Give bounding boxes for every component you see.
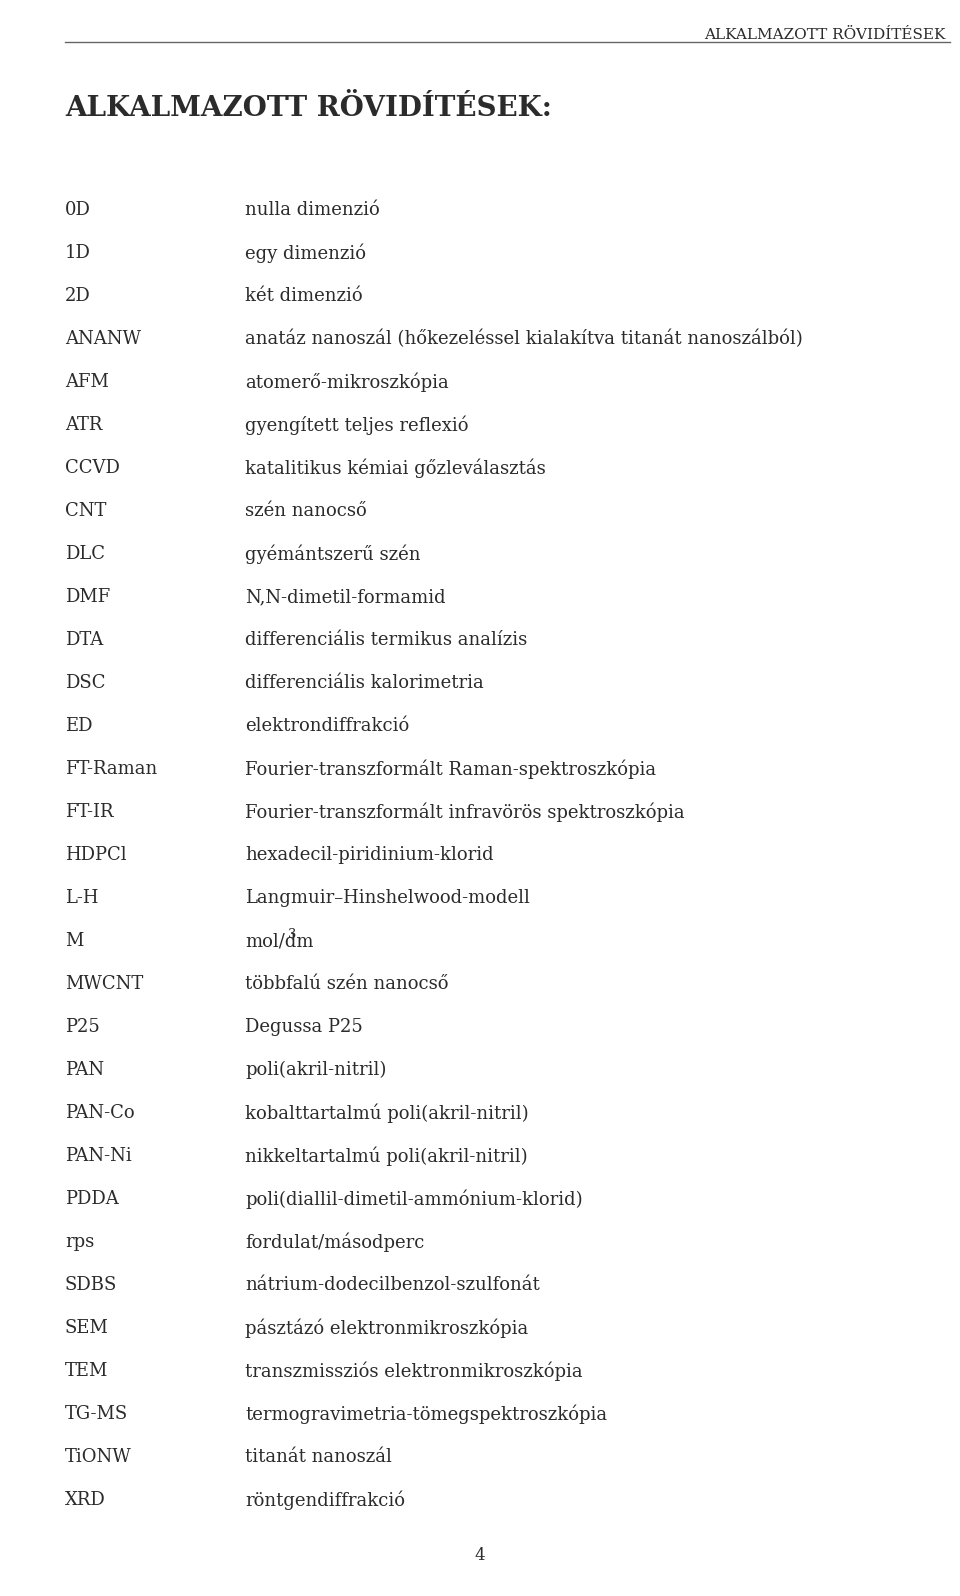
Text: SDBS: SDBS: [65, 1275, 117, 1294]
Text: 0D: 0D: [65, 201, 91, 219]
Text: TiONW: TiONW: [65, 1448, 132, 1467]
Text: TG-MS: TG-MS: [65, 1404, 129, 1424]
Text: poli(akril-nitril): poli(akril-nitril): [245, 1061, 386, 1079]
Text: 1D: 1D: [65, 244, 91, 262]
Text: SEM: SEM: [65, 1318, 108, 1337]
Text: termogravimetria-tömegspektroszkópia: termogravimetria-tömegspektroszkópia: [245, 1404, 607, 1424]
Text: differenciális termikus analízis: differenciális termikus analízis: [245, 630, 527, 650]
Text: TEM: TEM: [65, 1361, 108, 1381]
Text: egy dimenzió: egy dimenzió: [245, 243, 366, 263]
Text: 4: 4: [474, 1547, 486, 1564]
Text: mol/dm: mol/dm: [245, 932, 314, 950]
Text: ATR: ATR: [65, 417, 103, 434]
Text: 2D: 2D: [65, 287, 91, 305]
Text: szén nanocső: szén nanocső: [245, 503, 367, 520]
Text: Langmuir–Hinshelwood-modell: Langmuir–Hinshelwood-modell: [245, 889, 530, 907]
Text: FT-Raman: FT-Raman: [65, 760, 157, 777]
Text: ED: ED: [65, 717, 92, 736]
Text: P25: P25: [65, 1018, 100, 1036]
Text: Degussa P25: Degussa P25: [245, 1018, 363, 1036]
Text: DMF: DMF: [65, 587, 110, 606]
Text: 3: 3: [288, 927, 297, 940]
Text: gyémántszerű szén: gyémántszerű szén: [245, 544, 420, 563]
Text: pásztázó elektronmikroszkópia: pásztázó elektronmikroszkópia: [245, 1318, 528, 1337]
Text: FT-IR: FT-IR: [65, 803, 113, 820]
Text: XRD: XRD: [65, 1491, 106, 1508]
Text: gyengített teljes reflexió: gyengített teljes reflexió: [245, 415, 468, 434]
Text: L-H: L-H: [65, 889, 99, 907]
Text: többfalú szén nanocső: többfalú szén nanocső: [245, 975, 448, 993]
Text: rps: rps: [65, 1234, 94, 1251]
Text: ANANW: ANANW: [65, 330, 141, 348]
Text: CCVD: CCVD: [65, 460, 120, 477]
Text: N,N-dimetil-formamid: N,N-dimetil-formamid: [245, 587, 445, 606]
Text: DLC: DLC: [65, 544, 105, 563]
Text: elektrondiffrakció: elektrondiffrakció: [245, 717, 409, 736]
Text: Fourier-transzformált infravörös spektroszkópia: Fourier-transzformált infravörös spektro…: [245, 803, 684, 822]
Text: anatáz nanoszál (hőkezeléssel kialakítva titanát nanoszálból): anatáz nanoszál (hőkezeléssel kialakítva…: [245, 330, 803, 348]
Text: DTA: DTA: [65, 630, 104, 650]
Text: katalitikus kémiai gőzleválasztás: katalitikus kémiai gőzleválasztás: [245, 458, 545, 477]
Text: transzmissziós elektronmikroszkópia: transzmissziós elektronmikroszkópia: [245, 1361, 583, 1381]
Text: AFM: AFM: [65, 373, 108, 391]
Text: atomerő-mikroszkópia: atomerő-mikroszkópia: [245, 372, 448, 391]
Text: PAN: PAN: [65, 1061, 104, 1079]
Text: ALKALMAZOTT RÖVIDÍTÉSEK: ALKALMAZOTT RÖVIDÍTÉSEK: [704, 29, 945, 41]
Text: DSC: DSC: [65, 674, 106, 693]
Text: hexadecil-piridinium-klorid: hexadecil-piridinium-klorid: [245, 846, 493, 863]
Text: kobalttartalmú poli(akril-nitril): kobalttartalmú poli(akril-nitril): [245, 1103, 529, 1122]
Text: CNT: CNT: [65, 503, 107, 520]
Text: nulla dimenzió: nulla dimenzió: [245, 201, 380, 219]
Text: Fourier-transzformált Raman-spektroszkópia: Fourier-transzformált Raman-spektroszkóp…: [245, 760, 656, 779]
Text: fordulat/másodperc: fordulat/másodperc: [245, 1232, 424, 1251]
Text: differenciális kalorimetria: differenciális kalorimetria: [245, 674, 484, 693]
Text: poli(diallil-dimetil-ammónium-klorid): poli(diallil-dimetil-ammónium-klorid): [245, 1189, 583, 1208]
Text: titanát nanoszál: titanát nanoszál: [245, 1448, 392, 1467]
Text: MWCNT: MWCNT: [65, 975, 143, 993]
Text: HDPCl: HDPCl: [65, 846, 127, 863]
Text: ALKALMAZOTT RÖVIDÍTÉSEK:: ALKALMAZOTT RÖVIDÍTÉSEK:: [65, 96, 552, 121]
Text: röntgendiffrakció: röntgendiffrakció: [245, 1491, 405, 1510]
Text: PAN-Ni: PAN-Ni: [65, 1148, 132, 1165]
Text: nikkeltartalmú poli(akril-nitril): nikkeltartalmú poli(akril-nitril): [245, 1146, 528, 1165]
Text: nátrium-dodecilbenzol-szulfonát: nátrium-dodecilbenzol-szulfonát: [245, 1275, 540, 1294]
Text: M: M: [65, 932, 84, 950]
Text: PDDA: PDDA: [65, 1191, 119, 1208]
Text: két dimenzió: két dimenzió: [245, 287, 363, 305]
Text: PAN-Co: PAN-Co: [65, 1104, 134, 1122]
